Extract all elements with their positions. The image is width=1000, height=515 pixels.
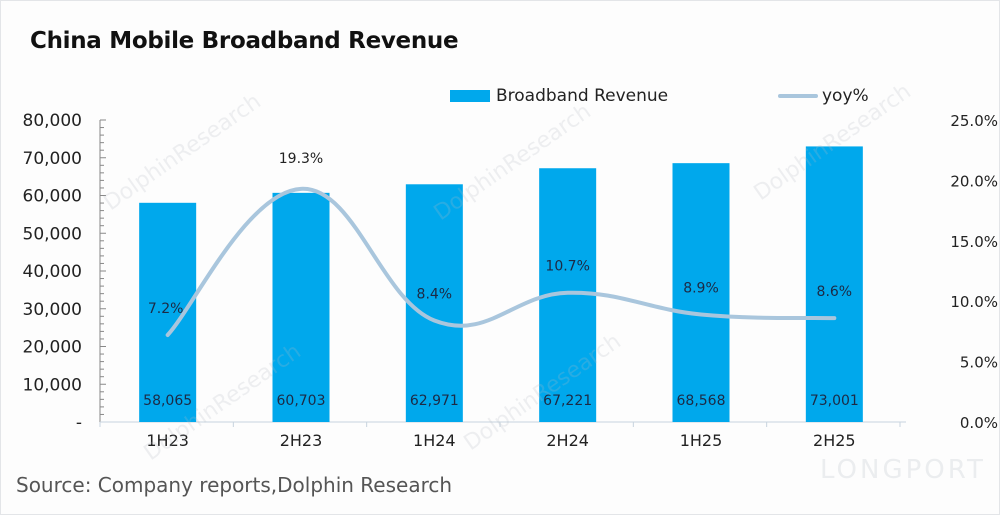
yoy-data-label: 19.3% (279, 151, 323, 167)
x-axis-category-label: 2H25 (813, 431, 856, 450)
left-axis-tick-label: 60,000 (23, 187, 82, 207)
yoy-data-label: 7.2% (148, 301, 184, 317)
x-axis-category-label: 2H24 (546, 431, 589, 450)
bar-value-label: 62,971 (410, 393, 459, 409)
right-axis-tick-label: 25.0% (950, 112, 998, 130)
legend-label: Broadband Revenue (496, 86, 669, 106)
legend-item-yoy: yoy% (778, 86, 869, 106)
left-axis-tick-label: 40,000 (23, 262, 82, 282)
right-axis-tick-label: 15.0% (950, 233, 998, 251)
right-axis-tick-label: 10.0% (950, 293, 998, 311)
left-axis-tick-label: 30,000 (23, 300, 82, 320)
chart-title: China Mobile Broadband Revenue (30, 28, 459, 54)
left-axis-tick-label: 20,000 (23, 338, 82, 358)
left-axis-tick-label: 70,000 (23, 149, 82, 169)
bar-2h25 (805, 146, 863, 423)
bar-1h24 (405, 184, 463, 422)
brand-watermark: LONGPORT (820, 455, 986, 485)
yoy-line (165, 186, 837, 338)
legend-bar-swatch (450, 90, 490, 102)
bar-value-label: 73,001 (810, 393, 859, 409)
bar-value-label: 68,568 (677, 393, 726, 409)
bar-value-label: 60,703 (277, 393, 326, 409)
yoy-data-label: 10.7% (545, 259, 589, 275)
left-axis-tick-label: 80,000 (23, 111, 82, 131)
x-axis-category-label: 2H23 (280, 431, 323, 450)
bar-1h25 (672, 163, 730, 422)
left-axis-tick-label: - (76, 413, 82, 433)
left-axis-tick-label: 10,000 (23, 375, 82, 395)
x-axis-category-label: 1H25 (680, 431, 723, 450)
legend-label: yoy% (822, 86, 869, 106)
bar-1h23 (139, 202, 197, 422)
bar-value-label: 58,065 (143, 393, 192, 409)
bar-value-label: 67,221 (543, 393, 592, 409)
right-axis-tick-label: 20.0% (950, 172, 998, 190)
legend-line-swatch (778, 94, 818, 98)
x-axis-category-label: 1H24 (413, 431, 456, 450)
yoy-data-label: 8.9% (683, 280, 719, 296)
left-axis-tick-label: 50,000 (23, 224, 82, 244)
yoy-data-label: 8.6% (817, 284, 853, 300)
x-axis-category-label: 1H23 (146, 431, 189, 450)
right-axis-tick-label: 5.0% (960, 354, 998, 372)
yoy-data-label: 8.4% (417, 287, 453, 303)
bar-2h23 (272, 192, 330, 422)
legend-item-broadband-revenue: Broadband Revenue (450, 86, 668, 106)
right-axis-tick-label: 0.0% (960, 414, 998, 432)
source-note: Source: Company reports,Dolphin Research (16, 473, 453, 497)
